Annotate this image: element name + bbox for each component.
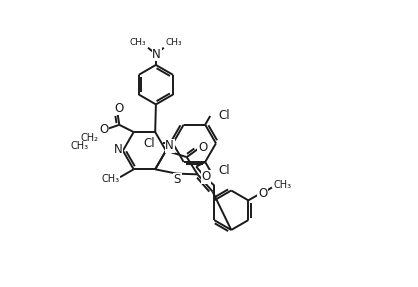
Text: Cl: Cl [218, 109, 230, 123]
Text: N: N [114, 144, 122, 156]
Text: CH₃: CH₃ [102, 174, 120, 184]
Text: O: O [258, 187, 267, 200]
Text: CH₃: CH₃ [130, 38, 146, 47]
Text: CH₃: CH₃ [274, 180, 292, 190]
Text: S: S [174, 173, 181, 186]
Text: O: O [201, 170, 211, 183]
Text: Cl: Cl [143, 137, 155, 150]
Text: O: O [115, 102, 124, 115]
Text: N: N [165, 139, 174, 152]
Text: N: N [152, 48, 161, 61]
Text: CH₂: CH₂ [81, 133, 99, 144]
Text: Cl: Cl [218, 164, 230, 177]
Text: CH₃: CH₃ [166, 38, 182, 47]
Text: O: O [198, 141, 207, 154]
Text: CH₃: CH₃ [70, 141, 88, 151]
Text: O: O [99, 123, 108, 136]
